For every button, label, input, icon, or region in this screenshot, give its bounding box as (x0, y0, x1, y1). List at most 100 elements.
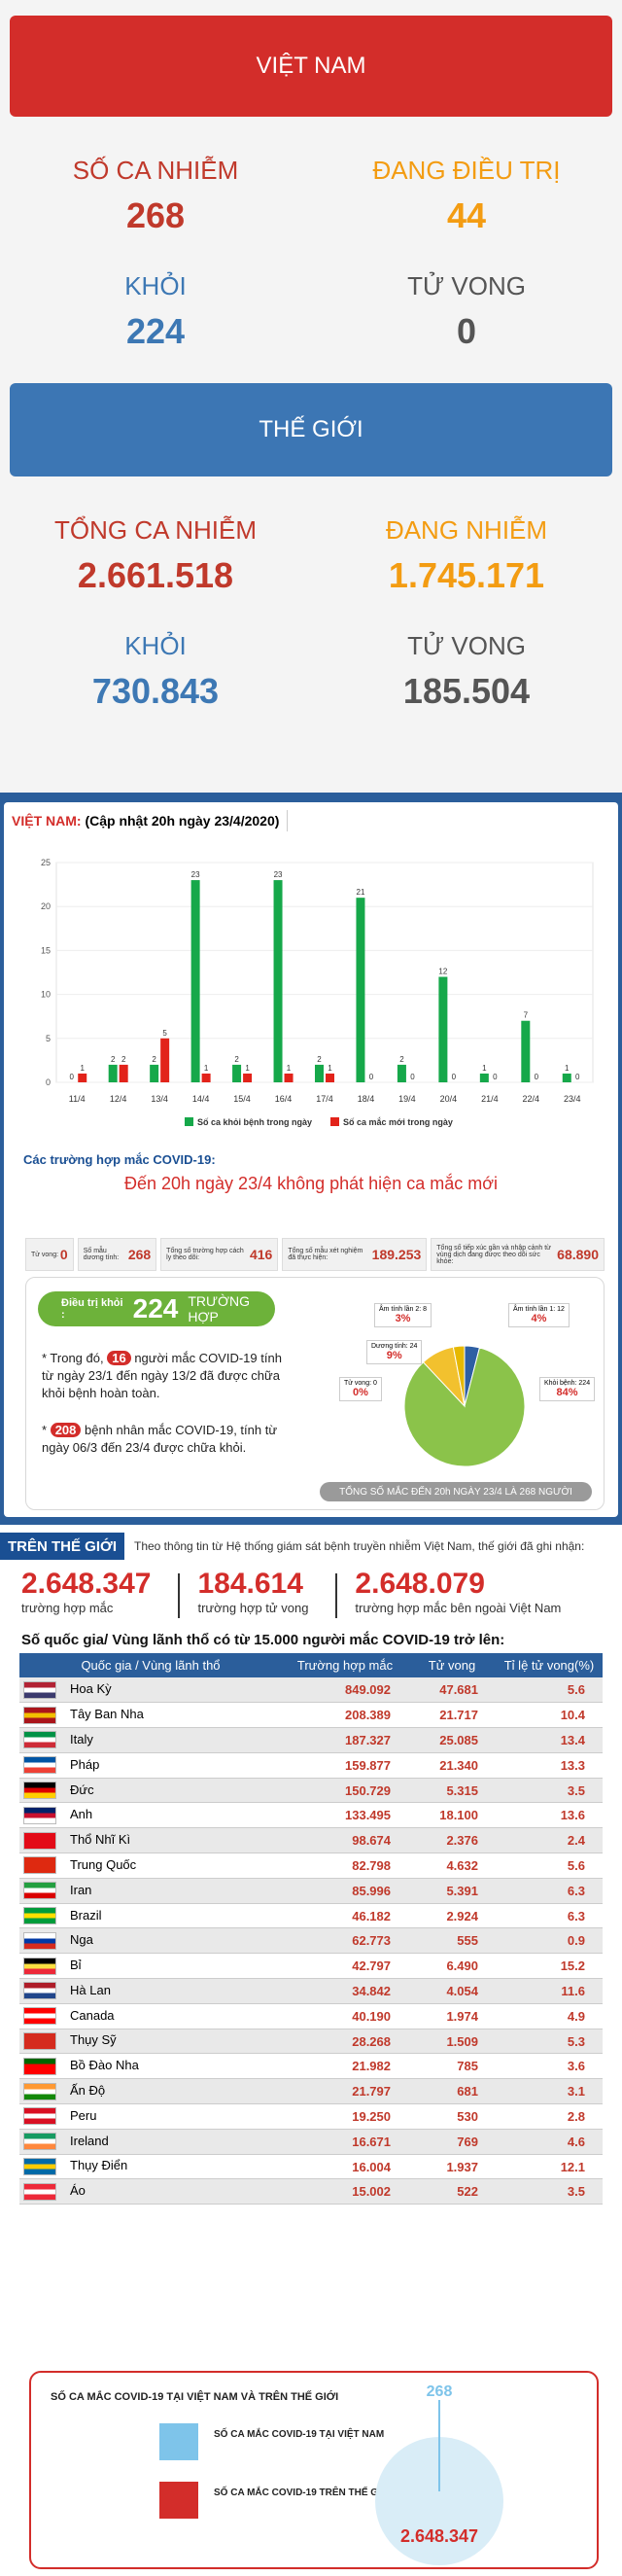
table-row: Anh 133.495 18.100 13.6 (19, 1802, 603, 1829)
recovered-card: Điều trị khỏi : 224 TRƯỜNG HỢP * Trong đ… (25, 1277, 605, 1510)
rate-cell: 4.6 (496, 2129, 603, 2155)
deaths-cell: 522 (408, 2178, 496, 2205)
country-cell: Hoa Kỳ (19, 1677, 282, 1704)
world-deaths-stat: TỬ VONG 185.504 (311, 631, 622, 712)
rate-cell: 2.4 (496, 1827, 603, 1854)
outside-vn-number: 2.648.079 (355, 1568, 485, 1600)
mini-stat-label: Tổng số tiếp xúc gần và nhập cảnh từ vùn… (436, 1244, 551, 1265)
mini-stat-deaths: Tử vong: 0 (25, 1238, 74, 1271)
bar (119, 1064, 128, 1082)
flag-icon (23, 1756, 56, 1775)
comparison-svg: SỐ CA MẮC COVID-19 TẠI VIỆT NAM VÀ TRÊN … (51, 2383, 503, 2565)
rate-cell: 3.6 (496, 2053, 603, 2080)
world-banner: THẾ GIỚI (10, 383, 612, 476)
table-row: Pháp 159.877 21.340 13.3 (19, 1752, 603, 1779)
outside-vn-caption: trường hợp mắc bên ngoài Việt Nam (355, 1601, 562, 1615)
bar-value-label: 1 (482, 1064, 487, 1073)
flag-icon (23, 1831, 56, 1850)
recovered-badge-value: 224 (132, 1293, 179, 1323)
country-cell: Thụy Điển (19, 2154, 282, 2180)
table-row: Ấn Độ 21.797 681 3.1 (19, 2078, 603, 2105)
cases-cell: 159.877 (282, 1752, 408, 1779)
vn-treating-label: ĐANG ĐIỀU TRỊ (372, 156, 561, 185)
cases-cell: 15.002 (282, 2178, 408, 2205)
daily-cases-chart: 0 5 10 15 20 25 0 1 11/4 2 2 12/4 2 5 13/4 23 1 14/4 2 1 15/… (29, 851, 603, 1127)
mini-stat-value: 68.890 (557, 1247, 599, 1262)
cases-cell: 82.798 (282, 1853, 408, 1879)
table-row: Tây Ban Nha 208.389 21.717 10.4 (19, 1702, 603, 1729)
country-cell: Tây Ban Nha (19, 1702, 282, 1729)
status-pie-svg (403, 1345, 526, 1467)
country-name: Peru (70, 2107, 97, 2123)
recovered-note-2: * 208 bệnh nhân mắc COVID-19, tính từ ng… (42, 1422, 293, 1457)
deaths-cell: 2.376 (408, 1827, 496, 1854)
deaths-cell: 1.974 (408, 2003, 496, 2029)
flag-icon (23, 2007, 56, 2026)
flag-icon (23, 2182, 56, 2201)
country-cell: Trung Quốc (19, 1853, 282, 1879)
country-cell: Italy (19, 1727, 282, 1753)
x-tick-label: 16/4 (275, 1094, 293, 1104)
table-row: Áo 15.002 522 3.5 (19, 2178, 603, 2205)
rate-cell: 5.6 (496, 1677, 603, 1704)
legend-swatch-vn (159, 2423, 198, 2460)
cases-cell: 16.671 (282, 2129, 408, 2155)
bar (521, 1020, 531, 1082)
pie-label-positive: Dương tính: 24 9% (366, 1340, 423, 1364)
bar (243, 1073, 253, 1082)
flag-icon (23, 1731, 56, 1749)
rate-cell: 3.1 (496, 2078, 603, 2105)
country-cell: Anh (19, 1802, 282, 1829)
table-row: Italy 187.327 25.085 13.4 (19, 1727, 603, 1753)
deaths-cell: 21.340 (408, 1752, 496, 1779)
country-table: Quốc gia / Vùng lãnh thổ Trường hợp mắc … (19, 1653, 603, 2205)
country-name: Anh (70, 1807, 93, 1822)
table-row: Hà Lan 34.842 4.054 11.6 (19, 1978, 603, 2004)
country-cell: Pháp (19, 1752, 282, 1779)
country-name: Thụy Điển (70, 2158, 128, 2173)
bar (78, 1073, 87, 1082)
bar-value-label: 0 (452, 1073, 457, 1081)
y-tick-label: 5 (46, 1034, 51, 1043)
mini-stats-row: Tử vong: 0 Số mẫu dương tính: 268 Tổng số … (25, 1238, 605, 1271)
world-deaths-label: TỬ VONG (407, 631, 526, 660)
bar-value-label: 12 (438, 968, 447, 976)
cases-cell: 85.996 (282, 1878, 408, 1904)
bar-value-label: 21 (357, 888, 365, 897)
note-number-pill: 208 (50, 1423, 82, 1437)
bar-value-label: 0 (575, 1073, 580, 1081)
bar-value-label: 1 (328, 1064, 332, 1073)
cases-cell: 187.327 (282, 1727, 408, 1753)
x-tick-label: 23/4 (564, 1094, 581, 1104)
country-cell: Áo (19, 2178, 282, 2205)
vietnam-tag-update: (Cập nhật 20h ngày 23/4/2020) (85, 813, 280, 829)
rate-cell: 2.8 (496, 2103, 603, 2130)
country-name: Ireland (70, 2133, 109, 2148)
rate-cell: 3.5 (496, 1778, 603, 1804)
flag-icon (23, 1931, 56, 1950)
bar-value-label: 0 (410, 1073, 415, 1081)
comparison-title: SỐ CA MẮC COVID-19 TẠI VIỆT NAM VÀ TRÊN … (51, 2389, 338, 2403)
bar (150, 1064, 159, 1082)
country-name: Hà Lan (70, 1982, 111, 1997)
cases-cell: 28.268 (282, 2029, 408, 2055)
mini-stat-value: 189.253 (371, 1247, 422, 1262)
deaths-cell: 769 (408, 2129, 496, 2155)
deaths-cell: 1.937 (408, 2154, 496, 2180)
note-text: * (42, 1423, 48, 1437)
vn-infected-value: 268 (125, 195, 186, 235)
flag-icon (23, 1882, 56, 1900)
x-tick-label: 14/4 (192, 1094, 210, 1104)
cases-cell: 40.190 (282, 2003, 408, 2029)
flag-icon (23, 1806, 56, 1824)
world-stats-row-1: TỔNG CA NHIỄM 2.661.518 ĐANG NHIỄM 1.745… (0, 515, 622, 596)
deaths-cell: 5.315 (408, 1778, 496, 1804)
rate-cell: 6.3 (496, 1878, 603, 1904)
table-row: Nga 62.773 555 0.9 (19, 1927, 603, 1955)
cases-cell: 98.674 (282, 1827, 408, 1854)
note-text: người mắc COVID-19 tính từ ngày 23/1 đến… (42, 1351, 282, 1401)
world-stats-row-2: KHỎI 730.843 TỬ VONG 185.504 (0, 631, 622, 712)
mini-stat-monitoring: Tổng số tiếp xúc gần và nhập cảnh từ vùn… (431, 1238, 605, 1271)
bar (108, 1064, 118, 1082)
